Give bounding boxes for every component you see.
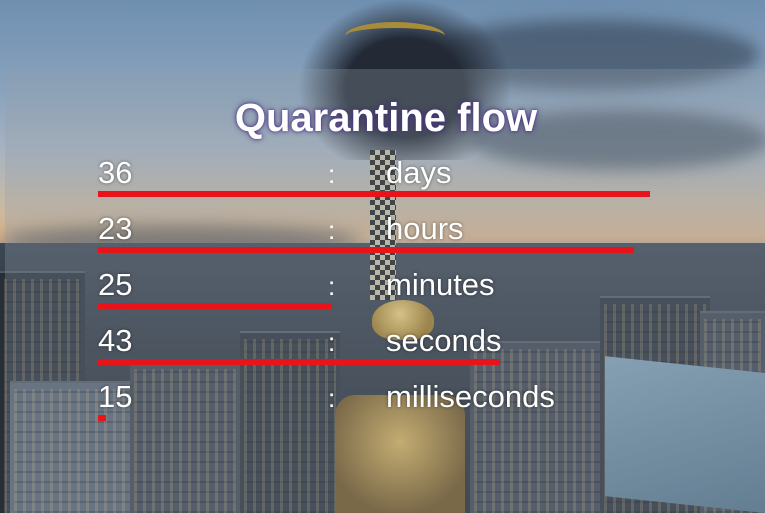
separator: : [328, 215, 336, 245]
countdown-row-seconds: 43 : seconds [0, 323, 765, 367]
days-progress-bar [98, 191, 650, 197]
monument-column [370, 150, 396, 300]
minutes-label: minutes [386, 267, 495, 302]
separator: : [328, 327, 336, 357]
milliseconds-progress-bar [98, 415, 106, 421]
minutes-progress-bar [98, 303, 332, 309]
milliseconds-label: milliseconds [386, 379, 555, 414]
hours-label: hours [386, 211, 464, 246]
hours-value: 23 [98, 211, 133, 246]
minutes-value: 25 [98, 267, 133, 302]
countdown-row-hours: 23 : hours [0, 211, 765, 255]
overlay-panel [5, 69, 765, 513]
monument-base [335, 395, 465, 513]
cloud [470, 110, 765, 170]
days-label: days [386, 155, 452, 190]
separator: : [328, 159, 336, 189]
wreath [345, 22, 445, 50]
separator: : [328, 383, 336, 413]
seconds-progress-bar [98, 359, 500, 365]
seconds-label: seconds [386, 323, 502, 358]
building [130, 361, 240, 513]
separator: : [328, 271, 336, 301]
building [10, 381, 140, 513]
days-value: 36 [98, 155, 133, 190]
seconds-value: 43 [98, 323, 133, 358]
countdown-row-minutes: 25 : minutes [0, 267, 765, 311]
page-title: Quarantine flow [234, 96, 538, 140]
countdown-row-days: 36 : days [0, 155, 765, 199]
milliseconds-value: 15 [98, 379, 133, 414]
countdown-row-milliseconds: 15 : milliseconds [0, 379, 765, 423]
hours-progress-bar [98, 247, 634, 253]
monument-capital [372, 300, 434, 340]
building [470, 341, 610, 513]
